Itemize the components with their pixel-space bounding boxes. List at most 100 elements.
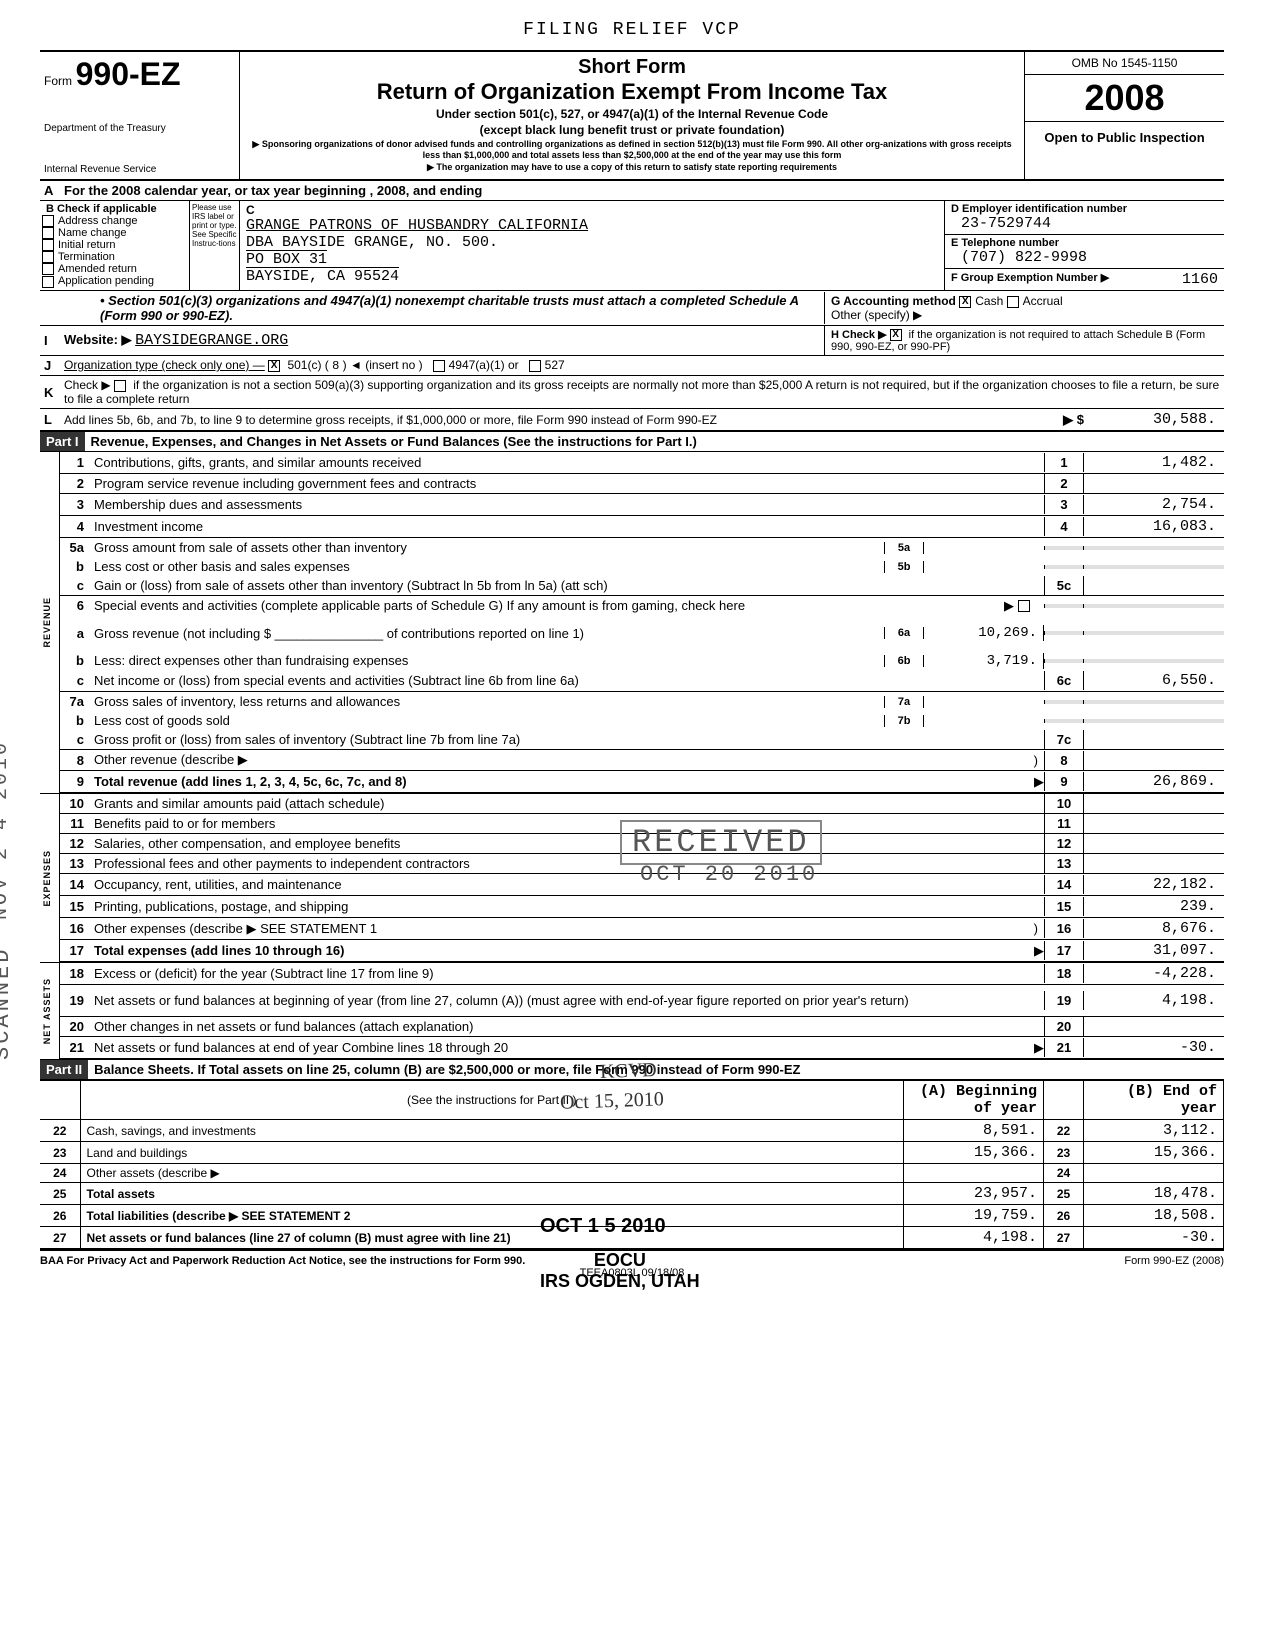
line-20-label: Other changes in net assets or fund bala… [90, 1017, 1044, 1036]
line-2-val [1084, 482, 1224, 486]
line-1-val: 1,482. [1084, 452, 1224, 473]
line-7c-val [1084, 738, 1224, 742]
check-name[interactable]: Name change [42, 227, 187, 239]
bs-25-a: 23,957. [904, 1183, 1044, 1205]
line-16-label: Other expenses (describe ▶ SEE STATEMENT… [90, 919, 1034, 939]
check-amended[interactable]: Amended return [42, 263, 187, 275]
section-501-text: • Section 501(c)(3) organizations and 49… [40, 291, 824, 325]
gross-receipts-value: 30,588. [1084, 409, 1224, 430]
line-6c-label: Net income or (loss) from special events… [90, 671, 1044, 690]
dept-treasury: Department of the Treasury [44, 123, 235, 134]
org-type-row: J Organization type (check only one) — X… [40, 356, 1224, 376]
group-exemption-value: 1160 [1172, 271, 1218, 288]
form-number: 990-EZ [76, 56, 181, 92]
bs-27-b: -30. [1084, 1227, 1224, 1249]
check-address[interactable]: Address change [42, 215, 187, 227]
bs-22-a: 8,591. [904, 1120, 1044, 1142]
oct15-stamp: OCT 1 5 2010 [540, 1215, 666, 1238]
schedule-b-check: H Check ▶ X if the organization is not r… [824, 326, 1224, 355]
line-11-val [1084, 822, 1224, 826]
line-3-val: 2,754. [1084, 494, 1224, 515]
org-name-1: GRANGE PATRONS OF HUSBANDRY CALIFORNIA [246, 217, 938, 234]
bs-24-a [904, 1164, 1044, 1183]
section-a-text: For the 2008 calendar year, or tax year … [60, 181, 1224, 200]
website-url: BAYSIDEGRANGE.ORG [135, 332, 288, 349]
part-1-badge: Part I [40, 432, 85, 451]
phone-value: (707) 822-9998 [951, 249, 1218, 266]
line-21-val: -30. [1084, 1037, 1224, 1058]
line-6b-label: Less: direct expenses other than fundrai… [90, 651, 884, 670]
bs-26-a: 19,759. [904, 1205, 1044, 1227]
bs-23-b: 15,366. [1084, 1142, 1224, 1164]
check-pending[interactable]: Application pending [42, 275, 187, 287]
letter-c: C [246, 203, 938, 217]
accrual-checkbox[interactable] [1007, 296, 1019, 308]
bs-27-label: Net assets or fund balances (line 27 of … [80, 1227, 904, 1249]
cash-checkbox[interactable]: X [959, 296, 971, 308]
revenue-side-label: REVENUE [40, 452, 60, 793]
org-addr-2: BAYSIDE, CA 95524 [246, 268, 938, 285]
line-13-label: Professional fees and other payments to … [90, 854, 1044, 873]
line-15-label: Printing, publications, postage, and shi… [90, 897, 1044, 916]
line-7c-label: Gross profit or (loss) from sales of inv… [90, 730, 1044, 749]
form-footer: Form 990-EZ (2008) [1124, 1255, 1224, 1267]
line-4-val: 16,083. [1084, 516, 1224, 537]
line-19-label: Net assets or fund balances at beginning… [90, 991, 1044, 1010]
line-9-val: 26,869. [1084, 771, 1224, 792]
line-17-val: 31,097. [1084, 940, 1224, 961]
line-8-val [1084, 758, 1224, 762]
website-row: I Website: ▶ BAYSIDEGRANGE.ORG H Check ▶… [40, 326, 1224, 356]
bs-26-b: 18,508. [1084, 1205, 1224, 1227]
org-addr-1: PO BOX 31 [246, 251, 938, 268]
line-10-label: Grants and similar amounts paid (attach … [90, 794, 1044, 813]
bs-23-label: Land and buildings [80, 1142, 904, 1164]
line-k-text: Check ▶ if the organization is not a sec… [60, 376, 1224, 408]
irs-label-note: Please use IRS label or print or type. S… [190, 201, 240, 290]
line-11-label: Benefits paid to or for members [90, 814, 1044, 833]
omb-number: OMB No 1545-1150 [1025, 52, 1224, 75]
bs-24-b [1084, 1164, 1224, 1183]
bs-25-label: Total assets [80, 1183, 904, 1205]
line-4-label: Investment income [90, 517, 1044, 536]
line-2-label: Program service revenue including govern… [90, 474, 1044, 493]
line-7a-label: Gross sales of inventory, less returns a… [90, 692, 884, 711]
col-b-header: (B) End of year [1084, 1081, 1224, 1120]
letter-j: J [40, 358, 60, 373]
bs-26-label: Total liabilities (describe ▶ SEE STATEM… [80, 1205, 904, 1227]
check-initial[interactable]: Initial return [42, 239, 187, 251]
line-k: K Check ▶ if the organization is not a s… [40, 376, 1224, 409]
k-checkbox[interactable] [114, 380, 126, 392]
letter-a: A [40, 183, 60, 198]
group-exemption: F Group Exemption Number ▶ 1160 [945, 269, 1224, 290]
line-13-val [1084, 862, 1224, 866]
subtitle: Under section 501(c), 527, or 4947(a)(1)… [250, 107, 1014, 121]
section-b-block: B Check if applicable Address change Nam… [40, 201, 1224, 291]
return-title: Return of Organization Exempt From Incom… [250, 79, 1014, 105]
line-21-label: Net assets or fund balances at end of ye… [90, 1038, 1034, 1057]
line-6-label: Special events and activities (complete … [90, 596, 1004, 615]
gaming-checkbox[interactable] [1018, 600, 1030, 612]
501c-checkbox[interactable]: X [268, 360, 280, 372]
527-checkbox[interactable] [529, 360, 541, 372]
copy-note: ▶ The organization may have to use a cop… [250, 162, 1014, 173]
line-9-label: Total revenue (add lines 1, 2, 3, 4, 5c,… [90, 772, 1034, 791]
eocu-stamp: EOCU IRS OGDEN, UTAH [540, 1250, 700, 1292]
short-form-title: Short Form [250, 56, 1014, 79]
line-12-label: Salaries, other compensation, and employ… [90, 834, 1044, 853]
part-1-header: Part I Revenue, Expenses, and Changes in… [40, 431, 1224, 452]
line-3-label: Membership dues and assessments [90, 495, 1044, 514]
bs-24-label: Other assets (describe ▶ [80, 1164, 904, 1183]
check-applicable-col: B Check if applicable Address change Nam… [40, 201, 190, 290]
form-number-box: Form 990-EZ Department of the Treasury I… [40, 52, 240, 179]
ein-value: 23-7529744 [951, 215, 1218, 232]
4947-checkbox[interactable] [433, 360, 445, 372]
netassets-side-label: NET ASSETS [40, 963, 60, 1059]
part-1-title: Revenue, Expenses, and Changes in Net As… [85, 434, 697, 449]
check-termination[interactable]: Termination [42, 251, 187, 263]
line-10-val [1084, 802, 1224, 806]
line-l-text: Add lines 5b, 6b, and 7b, to line 9 to d… [60, 411, 1063, 429]
tax-year: 2008 [1025, 75, 1224, 122]
h-checkbox[interactable]: X [890, 329, 902, 341]
section-501-row: • Section 501(c)(3) organizations and 49… [40, 291, 1224, 326]
line-15-val: 239. [1084, 896, 1224, 917]
